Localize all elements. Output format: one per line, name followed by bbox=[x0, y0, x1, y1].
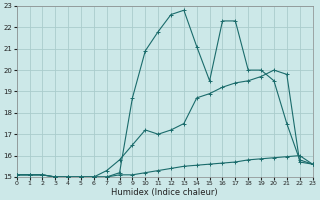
X-axis label: Humidex (Indice chaleur): Humidex (Indice chaleur) bbox=[111, 188, 218, 197]
